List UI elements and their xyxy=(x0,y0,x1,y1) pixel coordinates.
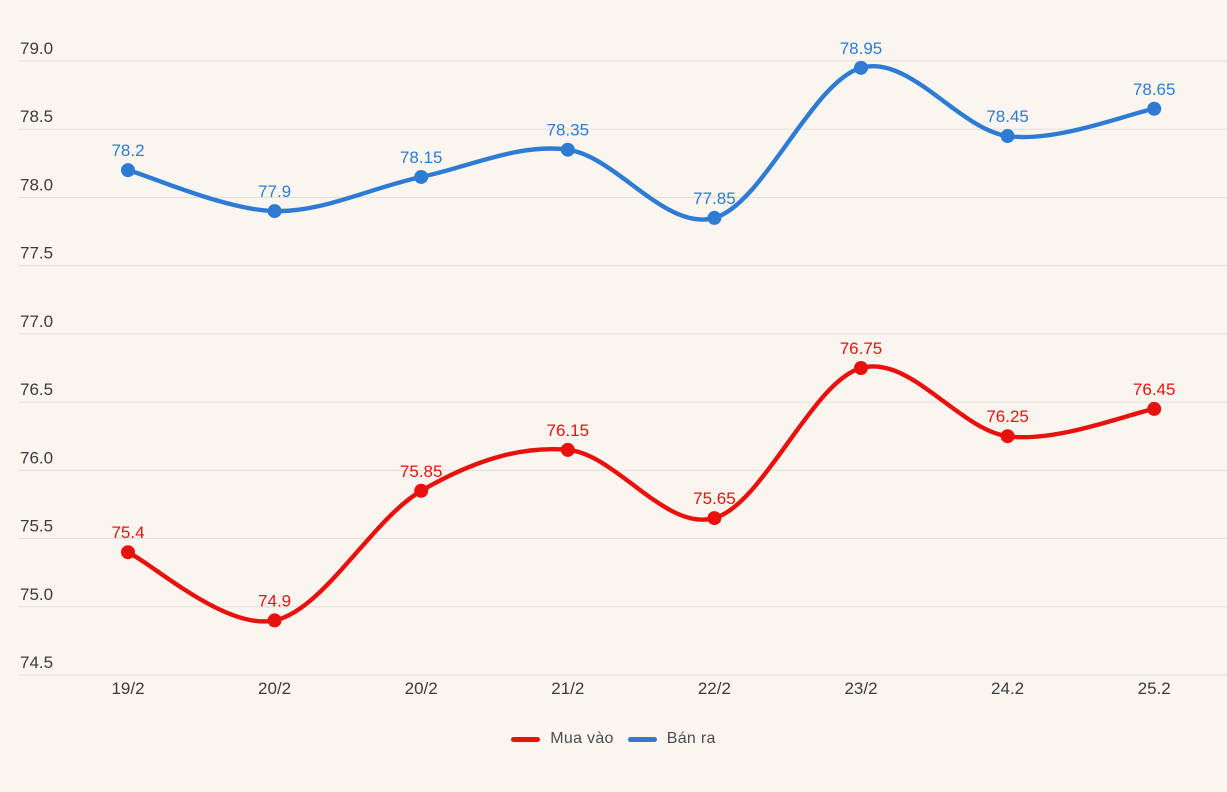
x-axis-label: 20/2 xyxy=(405,679,438,698)
data-point-label: 78.95 xyxy=(840,39,883,58)
data-point-label: 75.65 xyxy=(693,489,736,508)
data-point[interactable] xyxy=(121,163,135,178)
data-point[interactable] xyxy=(1000,129,1015,144)
x-axis-label: 25.2 xyxy=(1138,679,1171,698)
data-point-label: 78.35 xyxy=(547,121,590,140)
y-axis-label: 76.0 xyxy=(20,448,53,467)
x-axis-label: 24.2 xyxy=(991,679,1024,698)
data-point[interactable] xyxy=(121,545,135,560)
data-point[interactable] xyxy=(854,361,868,375)
data-point-label: 78.15 xyxy=(400,148,443,167)
data-point-label: 75.85 xyxy=(400,462,443,481)
data-point[interactable] xyxy=(414,169,429,184)
y-axis-label: 77.5 xyxy=(20,244,53,263)
data-point[interactable] xyxy=(267,204,282,219)
legend-swatch-mua-vao xyxy=(511,736,541,742)
data-point-label: 76.25 xyxy=(986,407,1029,426)
x-axis-label: 21/2 xyxy=(551,679,584,698)
data-point-label: 78.65 xyxy=(1133,80,1176,99)
data-point-label: 78.45 xyxy=(986,107,1029,126)
data-point-label: 78.2 xyxy=(111,141,144,160)
data-point-label: 76.45 xyxy=(1133,380,1176,399)
x-axis-label: 23/2 xyxy=(844,679,877,698)
data-point-label: 77.85 xyxy=(693,189,736,208)
y-axis-label: 78.5 xyxy=(20,107,53,126)
x-axis-label: 22/2 xyxy=(698,679,731,698)
data-point[interactable] xyxy=(1147,101,1162,116)
legend-label-ban-ra: Bán ra xyxy=(666,730,716,747)
data-point[interactable] xyxy=(1000,429,1015,444)
data-point[interactable] xyxy=(267,613,282,628)
data-point-label: 76.15 xyxy=(547,421,590,440)
legend-label-mua-vao: Mua vào xyxy=(550,730,614,747)
data-point[interactable] xyxy=(414,483,429,498)
y-axis-label: 75.5 xyxy=(20,517,53,536)
data-point[interactable] xyxy=(854,60,868,75)
data-point-label: 77.9 xyxy=(258,182,291,201)
data-point-label: 76.75 xyxy=(840,339,883,358)
data-point[interactable] xyxy=(707,511,722,526)
data-point-label: 74.9 xyxy=(258,591,291,610)
series-line-mua-vao xyxy=(125,364,1157,624)
y-axis-label: 74.5 xyxy=(20,653,53,672)
data-point[interactable] xyxy=(560,142,575,157)
series-line-ban-ra xyxy=(125,64,1157,222)
legend: Mua vào Bán ra xyxy=(0,730,1227,748)
y-axis-label: 77.0 xyxy=(20,312,53,331)
legend-item-mua-vao[interactable]: Mua vào xyxy=(511,730,613,748)
data-point[interactable] xyxy=(560,442,575,457)
y-axis-label: 76.5 xyxy=(20,380,53,399)
x-axis-label: 19/2 xyxy=(111,679,144,698)
y-axis-label: 78.0 xyxy=(20,175,53,194)
data-point-label: 75.4 xyxy=(111,523,144,542)
data-point[interactable] xyxy=(707,210,722,225)
y-axis-label: 75.0 xyxy=(20,585,53,604)
legend-swatch-ban-ra xyxy=(627,736,657,742)
y-axis-label: 79.0 xyxy=(20,39,53,58)
data-point[interactable] xyxy=(1147,401,1162,416)
legend-item-ban-ra[interactable]: Bán ra xyxy=(627,730,716,748)
x-axis-label: 20/2 xyxy=(258,679,291,698)
